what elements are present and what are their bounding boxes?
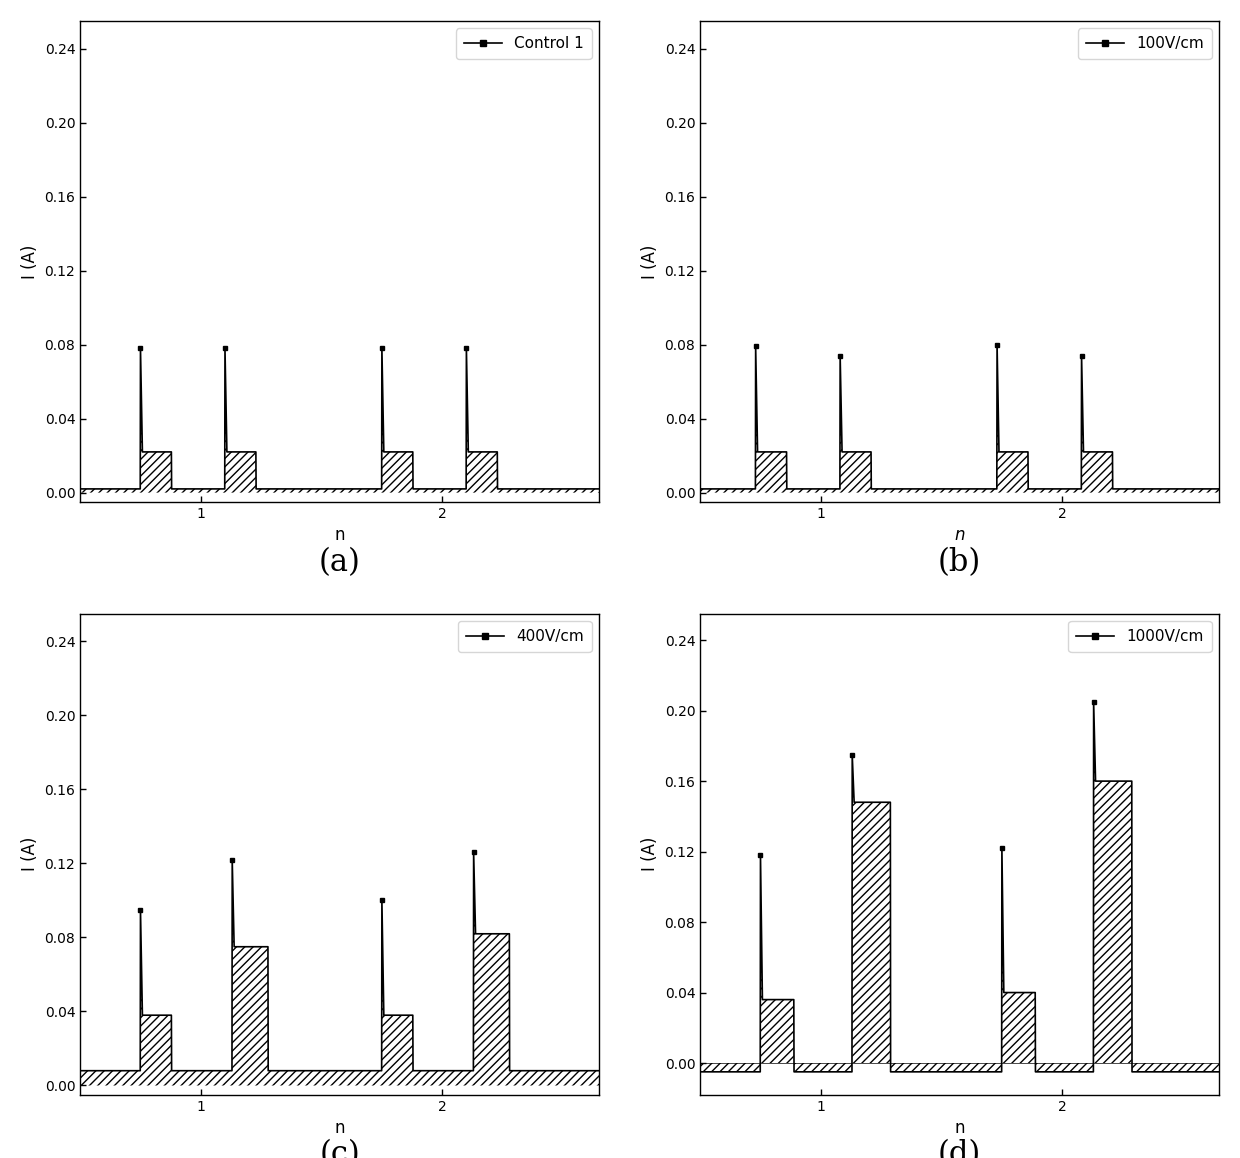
Text: (a): (a) bbox=[319, 547, 361, 578]
X-axis label: $n$: $n$ bbox=[954, 526, 966, 544]
Y-axis label: I (A): I (A) bbox=[21, 244, 38, 279]
Text: (b): (b) bbox=[937, 547, 981, 578]
Legend: Control 1: Control 1 bbox=[456, 29, 591, 59]
X-axis label: n: n bbox=[955, 1119, 965, 1137]
Legend: 1000V/cm: 1000V/cm bbox=[1069, 622, 1211, 652]
Text: (d): (d) bbox=[937, 1139, 981, 1158]
Legend: 400V/cm: 400V/cm bbox=[458, 622, 591, 652]
Y-axis label: I (A): I (A) bbox=[641, 837, 658, 872]
Y-axis label: I (A): I (A) bbox=[21, 837, 38, 872]
Legend: 100V/cm: 100V/cm bbox=[1078, 29, 1211, 59]
Y-axis label: I (A): I (A) bbox=[641, 244, 658, 279]
X-axis label: n: n bbox=[335, 1119, 345, 1137]
Text: (c): (c) bbox=[319, 1139, 360, 1158]
X-axis label: n: n bbox=[335, 526, 345, 544]
